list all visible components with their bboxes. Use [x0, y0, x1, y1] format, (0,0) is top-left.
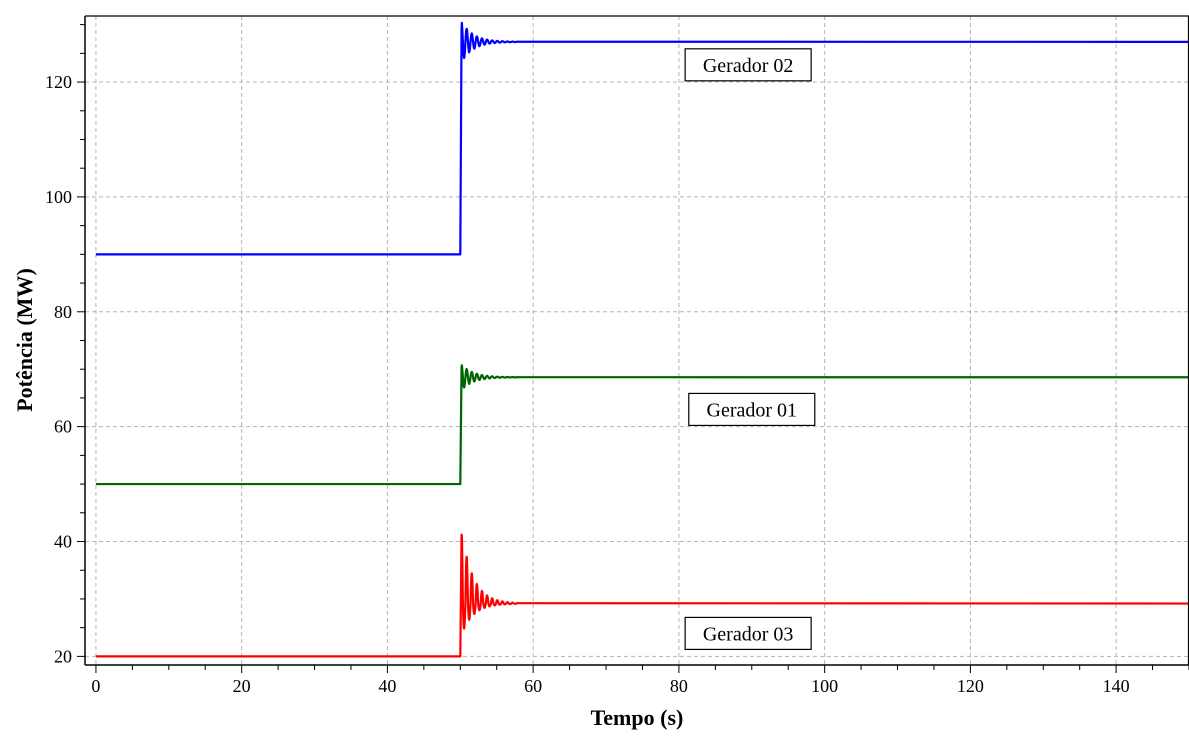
y-tick-label-100: 100	[45, 187, 72, 207]
series-line-2	[95, 364, 1189, 486]
annotation-box-1	[684, 48, 812, 82]
annotation-label-1: Gerador 02	[703, 55, 794, 77]
y-tick-label-80: 80	[54, 302, 72, 322]
plot-background	[85, 16, 1189, 665]
x-tick-label-140: 140	[1103, 676, 1130, 696]
x-tick-label-100: 100	[811, 676, 838, 696]
y-tick-label-60: 60	[54, 417, 72, 437]
y-tick-label-120: 120	[45, 72, 72, 92]
y-tick-label-40: 40	[54, 532, 72, 552]
grid	[85, 16, 1189, 665]
annotation-box-3	[684, 616, 812, 651]
x-tick-label-120: 120	[957, 676, 984, 696]
x-tick-label-20: 20	[233, 676, 251, 696]
y-axis-title: Potência (MW)	[12, 268, 37, 412]
annotation-label-2: Gerador 01	[707, 399, 798, 421]
x-tick-label-80: 80	[670, 676, 688, 696]
x-tick-label-60: 60	[524, 676, 542, 696]
series-layer	[95, 21, 1189, 658]
x-axis-title: Tempo (s)	[591, 705, 684, 730]
series-line-1	[95, 21, 1189, 256]
annotation-label-3: Gerador 03	[703, 623, 794, 645]
annotation-box-2	[688, 392, 816, 427]
x-tick-label-40: 40	[378, 676, 396, 696]
x-tick-label-0: 0	[91, 676, 100, 696]
y-tick-label-20: 20	[54, 646, 72, 666]
series-line-3	[95, 533, 1189, 658]
annotations: Gerador 02 Gerador 01 Gerador 03	[684, 48, 816, 651]
